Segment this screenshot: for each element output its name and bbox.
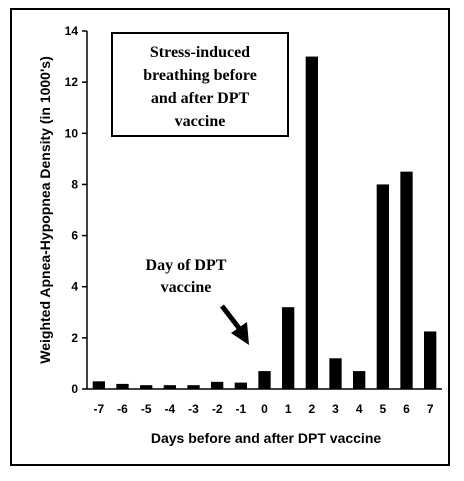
x-tick-label: -3: [188, 402, 199, 416]
annotation-box-line-4: vaccine: [175, 113, 226, 130]
x-tick-label: 4: [356, 402, 363, 416]
x-tick-label: -7: [93, 402, 104, 416]
y-tick-label: 12: [65, 75, 79, 89]
bar-day-6: [400, 171, 413, 389]
x-tick-label: 2: [308, 402, 315, 416]
x-tick-label: -4: [164, 402, 175, 416]
y-tick-label: 0: [71, 382, 78, 396]
y-tick-label: 14: [65, 24, 79, 38]
x-tick-label: 0: [261, 402, 268, 416]
x-tick-label: 7: [427, 402, 434, 416]
bar-day-1: [282, 307, 295, 389]
x-tick-label: 1: [285, 402, 292, 416]
bar-day--6: [116, 383, 129, 389]
y-tick-label: 8: [71, 177, 78, 191]
x-axis-title: Days before and after DPT vaccine: [151, 430, 382, 446]
day-of-vaccine-annotation: Day of DPT vaccine: [146, 257, 249, 345]
bar-day--4: [163, 385, 176, 389]
day-of-vaccine-line-2: vaccine: [161, 279, 212, 296]
bar-day-7: [424, 331, 437, 389]
annotation-box-line-1: Stress-induced: [150, 44, 250, 61]
annotation-box-border: [111, 32, 289, 137]
x-tick-label: 5: [379, 402, 386, 416]
x-ticks: -7 -6 -5 -4 -3 -2 -1 0 1 2 3 4 5 6 7: [93, 402, 433, 416]
x-tick-label: -1: [235, 402, 246, 416]
bar-day--1: [234, 382, 247, 389]
y-tick-label: 4: [71, 280, 78, 294]
y-tick-label: 10: [65, 126, 79, 140]
x-tick-label: 6: [403, 402, 410, 416]
x-tick-label: -6: [117, 402, 128, 416]
bar-day--3: [187, 385, 200, 389]
bar-day-5: [376, 184, 389, 389]
axes-layer: [86, 31, 442, 390]
x-tick-label: -2: [212, 402, 223, 416]
arrow-shaft: [220, 304, 244, 334]
bar-day--7: [92, 381, 105, 389]
annotation-box-line-2: breathing before: [143, 67, 257, 84]
bar-day--5: [140, 385, 153, 389]
x-tick-label: 3: [332, 402, 339, 416]
bar-day-4: [353, 371, 366, 389]
bar-day-3: [329, 358, 342, 389]
y-tick-label: 6: [71, 229, 78, 243]
bar-day--2: [211, 381, 224, 389]
y-tick-label: 2: [71, 331, 78, 345]
day-of-vaccine-line-1: Day of DPT: [146, 257, 227, 274]
arrow-head: [231, 322, 249, 345]
y-ticks: 0 2 4 6 8 10 12 14: [65, 24, 87, 396]
annotation-box-line-3: and after DPT: [151, 90, 250, 107]
annotation-box: Stress-induced breathing before and afte…: [111, 32, 289, 137]
x-tick-label: -5: [141, 402, 152, 416]
bars-layer: [92, 56, 437, 389]
y-axis-title: Weighted Apnea-Hypopnea Density (in 1000…: [37, 56, 53, 364]
bar-day-0: [258, 371, 271, 389]
bar-day-2: [305, 56, 318, 389]
